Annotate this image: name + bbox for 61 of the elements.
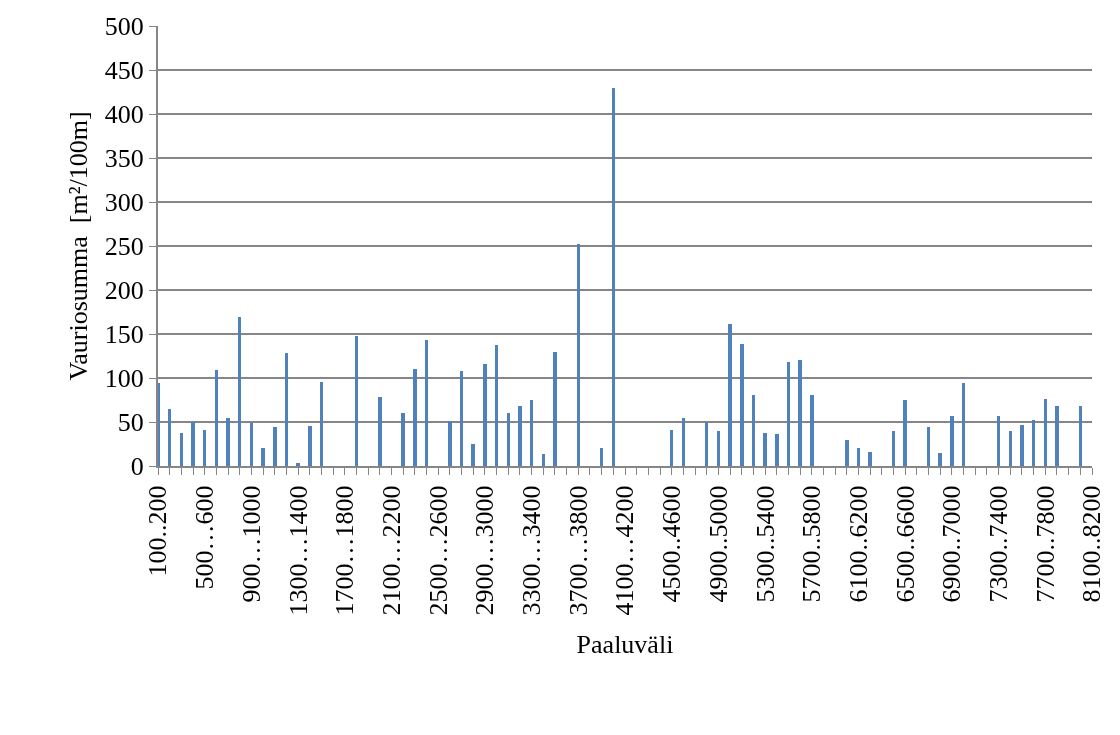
bar	[471, 444, 475, 466]
y-tick-label: 100	[104, 364, 144, 394]
y-tick-label: 50	[117, 408, 144, 438]
bar	[763, 432, 767, 466]
x-tick-label: 5700..5800	[797, 485, 827, 603]
bar	[1055, 406, 1059, 466]
x-tick-label: 900…1000	[236, 485, 266, 603]
bar	[448, 421, 452, 466]
bar	[798, 359, 802, 466]
bar	[378, 397, 382, 466]
x-tick-label: 3700…3800	[563, 485, 593, 616]
x-tick-label: 6500..6600	[890, 485, 920, 603]
x-tick-label: 6900..7000	[937, 485, 967, 603]
y-tick-label: 300	[104, 188, 144, 218]
y-tick-label: 150	[104, 320, 144, 350]
y-axis-title: Vauriosumma [m²/100m]	[63, 111, 93, 381]
x-tick-label: 1300…1400	[283, 485, 313, 616]
bar	[226, 417, 230, 466]
x-tick-label: 100..200	[143, 485, 173, 577]
x-tick-label: 2500…2600	[423, 485, 453, 616]
x-tick-label: 5300..5400	[750, 485, 780, 603]
bar	[553, 351, 557, 466]
x-tick-label: 4100…4200	[610, 485, 640, 616]
y-tick-label: 450	[104, 56, 144, 86]
bar	[845, 439, 849, 466]
y-tick-label: 0	[130, 452, 144, 482]
bar	[296, 463, 300, 466]
x-axis-title: Paaluväli	[576, 629, 674, 659]
bar	[308, 425, 312, 466]
bar	[728, 324, 732, 466]
bar	[261, 447, 265, 466]
x-tick-label: 2100…2200	[376, 485, 406, 616]
y-tick-label: 350	[104, 144, 144, 174]
x-tick-label: 1700…1800	[330, 485, 360, 616]
bar	[483, 363, 487, 466]
x-tick-label: 6100..6200	[843, 485, 873, 603]
x-tick-label: 7700..7800	[1030, 485, 1060, 603]
bar	[938, 452, 942, 466]
y-tick-label: 400	[104, 100, 144, 130]
y-tick-label: 200	[104, 276, 144, 306]
x-tick-label: 2900…3000	[470, 485, 500, 616]
bar	[810, 394, 814, 466]
bar	[950, 415, 954, 466]
bar	[740, 343, 744, 466]
x-tick-label: 8100..8200	[1077, 485, 1107, 603]
bar	[401, 413, 405, 466]
bar	[903, 400, 907, 466]
bar	[413, 369, 417, 466]
bar	[1020, 424, 1024, 466]
x-tick-label: 7300..7400	[984, 485, 1014, 603]
bar	[518, 406, 522, 466]
y-tick-label: 500	[104, 12, 144, 42]
bar	[868, 451, 872, 466]
x-tick-label: 4500..4600	[657, 485, 687, 603]
bar	[273, 427, 277, 466]
bar	[775, 434, 779, 466]
bar	[191, 422, 195, 466]
y-tick-label: 250	[104, 232, 144, 262]
x-tick-label: 500…600	[190, 485, 220, 590]
x-tick-label: 3300…3400	[517, 485, 547, 616]
x-tick-label: 4900..5000	[703, 485, 733, 603]
